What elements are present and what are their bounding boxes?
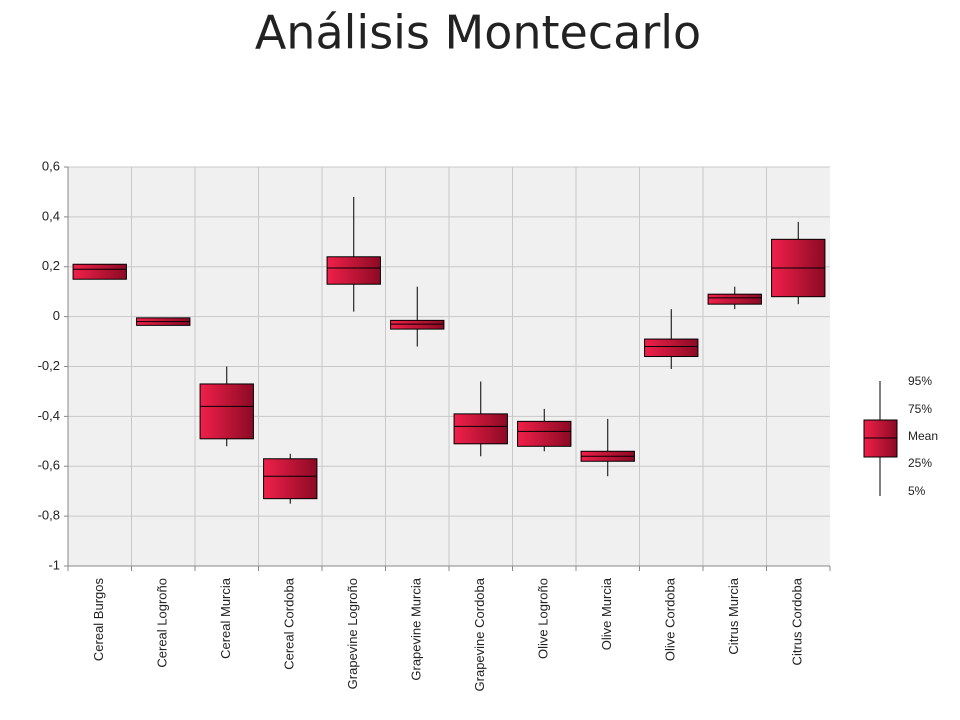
box xyxy=(707,293,762,305)
y-tick-label: 0 xyxy=(53,308,60,323)
box xyxy=(517,420,572,447)
legend-label: 25% xyxy=(908,456,932,470)
x-tick-label: Olive Cordoba xyxy=(663,577,678,661)
legend-label: 95% xyxy=(908,374,932,388)
legend xyxy=(863,381,898,496)
x-tick-label: Citrus Cordoba xyxy=(790,577,805,665)
legend-label: 5% xyxy=(908,484,926,498)
x-tick-label: Grapevine Logroño xyxy=(345,578,360,689)
chart-title: Análisis Montecarlo xyxy=(255,6,701,60)
y-tick-label: 0,2 xyxy=(42,258,60,273)
y-tick-label: 0,6 xyxy=(42,158,60,173)
box xyxy=(390,319,445,330)
legend-label: 75% xyxy=(908,402,932,416)
box xyxy=(263,458,318,500)
box xyxy=(644,338,699,358)
x-tick-label: Cereal Logroño xyxy=(155,578,170,668)
y-tick-label: -0,8 xyxy=(38,508,60,523)
y-tick-label: -0,2 xyxy=(38,358,60,373)
x-tick-label: Cereal Burgos xyxy=(91,578,106,662)
y-tick-label: -0,4 xyxy=(38,408,60,423)
box xyxy=(453,413,508,445)
box xyxy=(199,383,254,440)
box xyxy=(326,256,381,285)
x-tick-label: Grapevine Cordoba xyxy=(472,577,487,691)
box xyxy=(72,263,127,280)
legend-label: Mean xyxy=(908,429,938,443)
x-tick-label: Olive Murcia xyxy=(599,577,614,650)
x-tick-label: Cereal Murcia xyxy=(218,577,233,659)
x-tick-label: Grapevine Murcia xyxy=(409,577,424,680)
y-tick-label: -0,6 xyxy=(38,458,60,473)
y-tick-label: -1 xyxy=(48,557,60,572)
x-tick-label: Cereal Cordoba xyxy=(282,577,297,670)
y-tick-label: 0,4 xyxy=(42,208,60,223)
x-tick-label: Citrus Murcia xyxy=(726,577,741,654)
x-tick-label: Olive Logroño xyxy=(536,578,551,659)
